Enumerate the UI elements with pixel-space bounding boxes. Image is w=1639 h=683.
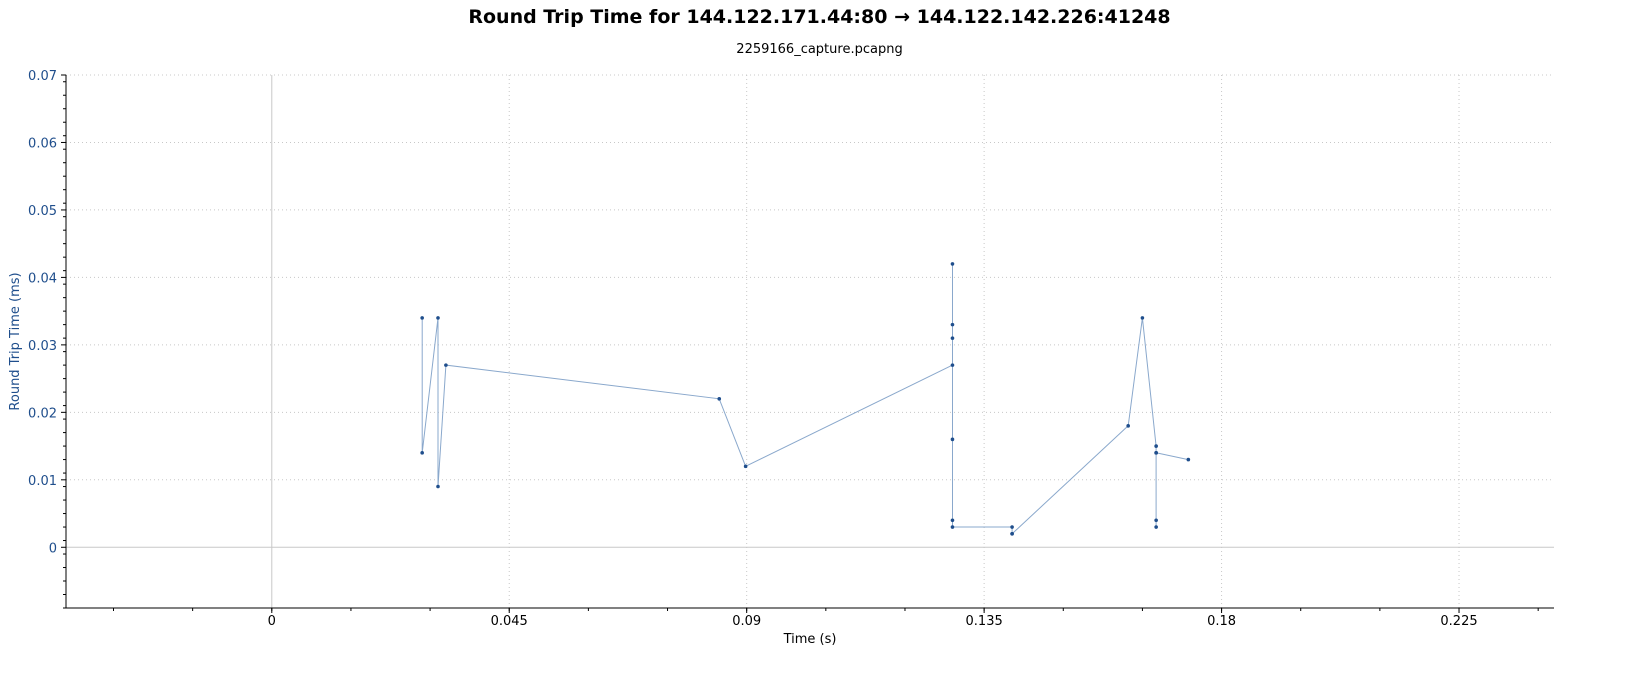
- y-tick-label: 0.07: [28, 69, 57, 84]
- x-tick-label: 0.135: [966, 614, 1003, 629]
- tick-marks: [61, 74, 1539, 613]
- x-tick-labels: 0 0.045 0.09 0.135 0.18 0.225: [268, 614, 1478, 629]
- data-point: [1126, 424, 1130, 428]
- data-point: [420, 451, 424, 455]
- y-tick-label: 0.01: [28, 474, 57, 489]
- data-point: [950, 322, 955, 327]
- y-tick-label: 0.05: [28, 204, 57, 219]
- data-point: [444, 363, 448, 367]
- x-tick-label: 0.09: [732, 614, 761, 629]
- x-tick-label: 0: [268, 614, 276, 629]
- series-line: [421, 263, 1189, 535]
- y-tick-labels: 0 0.01 0.02 0.03 0.04 0.05 0.06 0.07: [28, 69, 57, 556]
- data-point: [950, 518, 955, 523]
- data-point: [950, 437, 955, 442]
- data-point: [1140, 316, 1145, 320]
- data-point: [436, 316, 440, 320]
- data-point: [743, 464, 748, 469]
- series-group: [420, 262, 1191, 536]
- data-point: [1010, 531, 1014, 536]
- data-point: [1154, 518, 1158, 523]
- chart-subtitle: 2259166_capture.pcapng: [736, 42, 903, 57]
- data-point: [420, 316, 424, 320]
- data-point: [950, 336, 955, 340]
- axes: [65, 75, 1554, 609]
- data-point: [436, 484, 440, 489]
- x-tick-label: 0.18: [1207, 614, 1236, 629]
- data-point: [1154, 525, 1158, 529]
- grid-lines: [66, 74, 1554, 608]
- y-tick-label: 0.02: [28, 406, 57, 421]
- data-point: [950, 525, 955, 529]
- data-point: [1154, 444, 1158, 448]
- y-tick-label: 0.06: [28, 136, 57, 151]
- x-tick-label: 0.225: [1440, 614, 1477, 629]
- data-point: [1186, 457, 1191, 462]
- data-point: [1010, 525, 1014, 529]
- y-tick-label: 0.03: [28, 339, 57, 354]
- y-tick-label: 0.04: [28, 271, 57, 286]
- data-point: [950, 262, 955, 266]
- y-tick-label: 0: [49, 541, 57, 556]
- x-tick-label: 0.045: [491, 614, 528, 629]
- zero-lines: [66, 75, 1554, 608]
- data-point: [950, 363, 955, 367]
- x-axis-label: Time (s): [783, 632, 837, 647]
- chart-title: Round Trip Time for 144.122.171.44:80 → …: [468, 6, 1171, 28]
- data-point: [1154, 451, 1158, 455]
- y-axis-label: Round Trip Time (ms): [8, 272, 23, 410]
- data-point: [717, 397, 722, 401]
